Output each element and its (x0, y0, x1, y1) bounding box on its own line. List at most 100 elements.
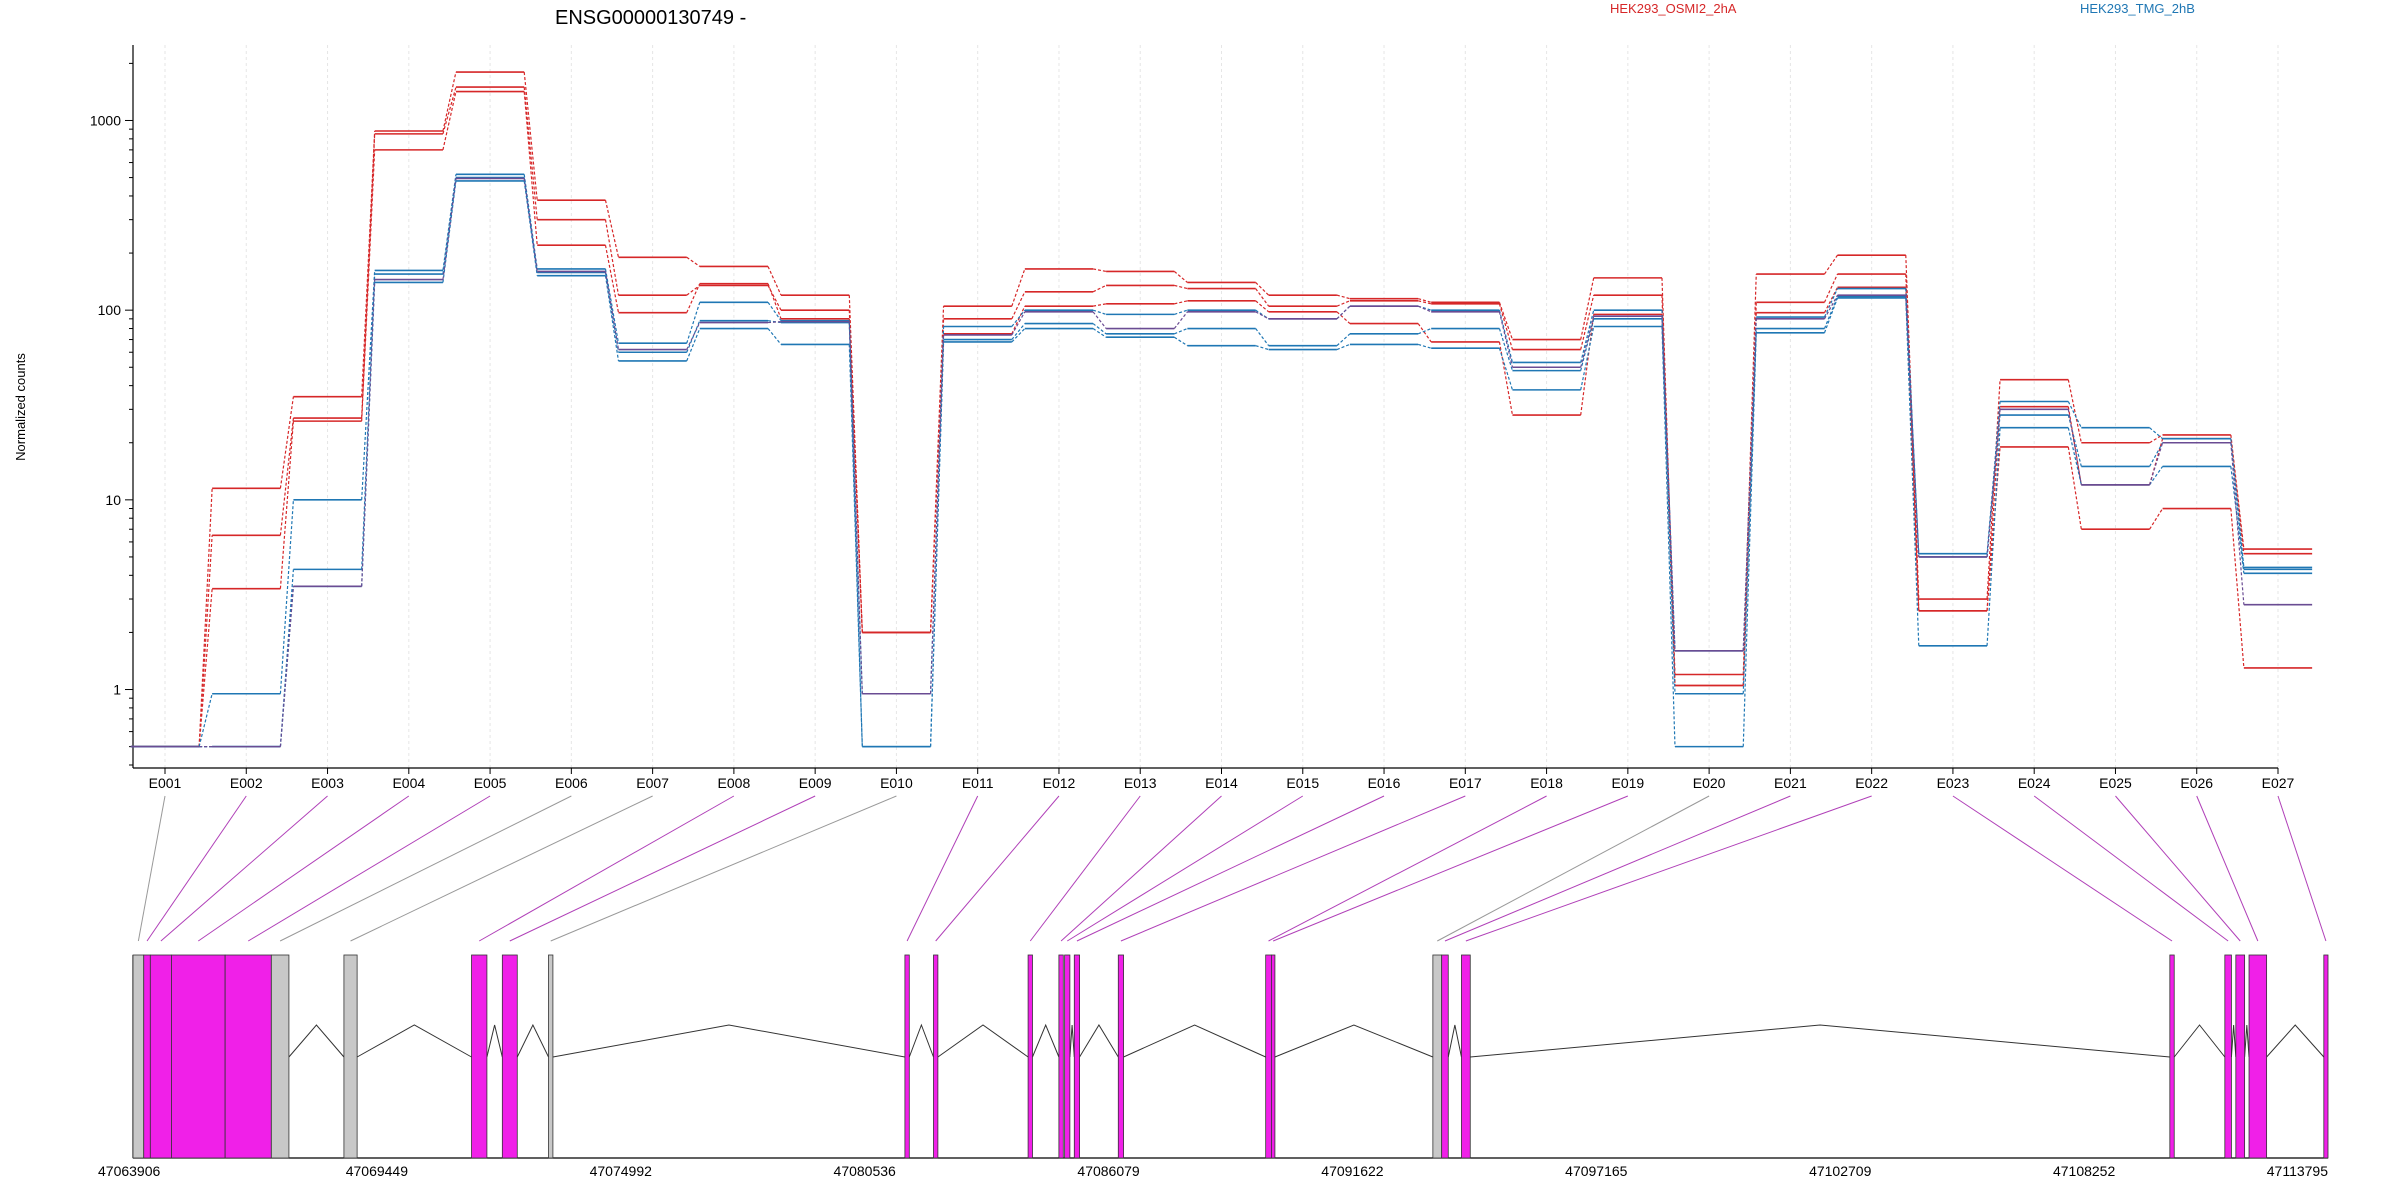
x-tick-label-e020: E020 (1693, 775, 1726, 791)
y-axis: 1 10 100 1000 (90, 45, 134, 768)
series-connector (1174, 336, 1188, 347)
series-connector (1336, 294, 1351, 300)
series-connector (604, 271, 620, 350)
series-connector (279, 396, 294, 489)
series-connector (442, 174, 457, 271)
x-tick-label-e001: E001 (149, 775, 182, 791)
series-connector (1418, 300, 1432, 305)
exon-block-e017 (1117, 954, 1124, 1159)
intron-line (937, 1024, 1029, 1058)
connector-e001 (137, 795, 166, 942)
exon-block-e027 (2323, 954, 2329, 1159)
connector-e022 (1465, 795, 1872, 942)
series-connector (1174, 284, 1188, 290)
intron-line (1470, 1024, 2170, 1058)
genomic-tick-label: 47113795 (2267, 1163, 2328, 1179)
y-tick-label: 10 (105, 492, 121, 508)
exon-block-e013 (1027, 954, 1033, 1159)
series-connector (1580, 295, 1595, 350)
series-connector (1498, 311, 1514, 368)
series-connector (2067, 379, 2082, 443)
series-connector (1011, 268, 1026, 307)
exon-block-e005 (224, 954, 272, 1159)
x-tick-label-e021: E021 (1774, 775, 1807, 791)
series-connector (1905, 295, 1920, 557)
series-connector (2149, 427, 2163, 440)
x-tick-label-e012: E012 (1043, 775, 1076, 791)
series-connector (767, 301, 782, 322)
series-connector (1255, 288, 1270, 307)
x-axis: E001 E002 E003 E004 E005 E006 E007 E008 E009 E010… (133, 767, 2295, 791)
intron-line (908, 1023, 934, 1058)
genomic-tick-label: 47086079 (1077, 1163, 1140, 1179)
series-connector (1336, 343, 1351, 351)
exon-block-e011 (904, 954, 910, 1159)
x-tick-label-e007: E007 (636, 775, 669, 791)
series-connector (1824, 254, 1839, 275)
connector-e014 (1060, 795, 1222, 942)
intron-line (2173, 1024, 2226, 1058)
series-connector (1092, 268, 1107, 273)
connector-e024 (2033, 795, 2229, 942)
series-connector (1417, 323, 1432, 343)
series-connector (2067, 406, 2082, 485)
series-connector (1661, 326, 1676, 747)
series-7 (130, 177, 2313, 748)
chart-title: ENSG00000130749 - (555, 7, 746, 29)
series-connector (1011, 305, 1026, 335)
gene-model (132, 954, 2329, 1159)
series-connector (2230, 438, 2245, 554)
x-tick-label-e026: E026 (2180, 775, 2213, 791)
exon-block-e019 (1270, 954, 1276, 1159)
x-tick-label-e013: E013 (1124, 775, 1157, 791)
intron-line (516, 1023, 549, 1058)
series-connector (604, 245, 620, 313)
series-connector (686, 283, 701, 313)
legend-label-tmg[interactable]: HEK293_TMG_2hB (2080, 1, 2195, 16)
series-connector (1986, 401, 2001, 554)
x-tick-label-e016: E016 (1368, 775, 1401, 791)
exon-block-e020 (1432, 954, 1443, 1159)
series-connector (1255, 311, 1269, 320)
series-connector (1661, 316, 1676, 651)
x-tick-label-e019: E019 (1611, 775, 1644, 791)
exon-block-e007 (343, 954, 358, 1159)
series-connector (1092, 303, 1107, 307)
x-tick-label-e027: E027 (2262, 775, 2295, 791)
series-connector (442, 71, 457, 132)
x-tick-label-e011: E011 (962, 775, 994, 791)
connector-e004 (198, 795, 410, 942)
y-tick-label: 1 (113, 682, 121, 698)
series-connector (1580, 277, 1595, 340)
x-tick-label-e017: E017 (1449, 775, 1482, 791)
legend-label-osmi2[interactable]: HEK293_OSMI2_2hA (1610, 1, 1737, 16)
series-connector (2149, 434, 2163, 444)
x-tick-label-e015: E015 (1286, 775, 1319, 791)
series-connector (686, 302, 701, 344)
x-tick-label-e018: E018 (1530, 775, 1563, 791)
series-connector (1173, 270, 1188, 283)
series-connector (2149, 466, 2164, 486)
exon-connectors (137, 795, 2327, 942)
series-connector (1255, 328, 1270, 347)
series-connector (1742, 328, 1757, 694)
series-connector (1498, 348, 1514, 391)
connector-e025 (2115, 795, 2241, 942)
series-connector (1742, 318, 1757, 651)
series-connector (523, 91, 538, 246)
series-connector (1823, 296, 1839, 329)
series-connector (1092, 309, 1107, 315)
series-connector (361, 270, 376, 500)
series-connector (361, 149, 376, 422)
exon-block-e014 (1058, 954, 1064, 1159)
connector-e017 (1120, 795, 1466, 942)
series-connector (1011, 323, 1026, 340)
series-connector (1580, 318, 1595, 371)
series-connector (2230, 466, 2245, 574)
genomic-tick-label: 47074992 (590, 1163, 653, 1179)
x-tick-label-e002: E002 (230, 775, 263, 791)
series-connector (1092, 311, 1107, 329)
connector-e016 (1076, 795, 1385, 942)
intron-line (2230, 1024, 2237, 1058)
